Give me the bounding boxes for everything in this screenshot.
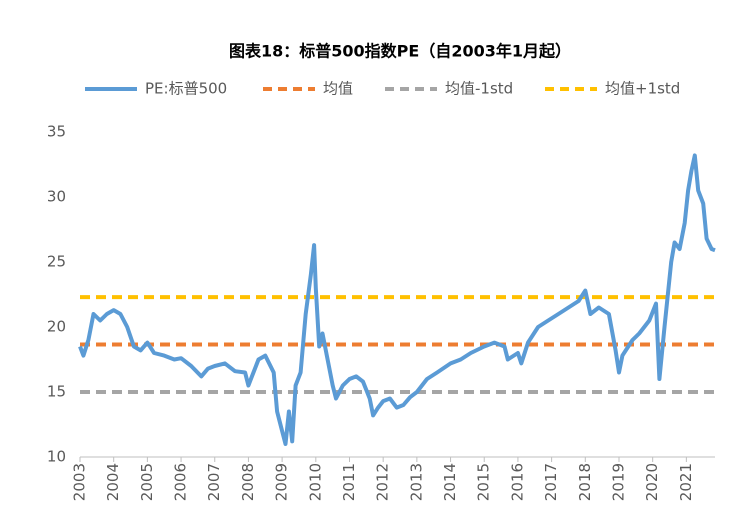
x-tick-label: 2007 (205, 463, 223, 501)
legend-label: 均值-1std (445, 80, 513, 98)
legend-label: PE:标普500 (145, 80, 227, 98)
x-tick-label: 2003 (71, 463, 89, 501)
pe-line (78, 153, 716, 446)
x-tick-label: 2009 (273, 463, 291, 501)
x-tick-label: 2013 (407, 463, 425, 501)
legend-label: 均值 (323, 80, 353, 98)
x-tick-label: 2006 (172, 463, 190, 501)
x-tick-label: 2011 (340, 463, 358, 501)
x-tick-label: 2015 (475, 463, 493, 501)
x-tick-label: 2014 (441, 463, 459, 501)
x-tick-label: 2010 (306, 463, 324, 501)
x-tick-label: 2004 (104, 463, 122, 501)
y-tick-label: 25 (47, 253, 66, 271)
x-tick-label: 2008 (239, 463, 257, 501)
y-tick-label: 30 (47, 188, 66, 206)
x-tick-label: 2016 (508, 463, 526, 501)
chart-title: 图表18：标普500指数PE（自2003年1月起） (229, 42, 571, 61)
y-tick-label: 10 (47, 448, 66, 466)
x-tick-label: 2005 (138, 463, 156, 501)
x-tick-label: 2020 (643, 463, 661, 501)
x-tick-label: 2021 (677, 463, 695, 501)
y-tick-label: 20 (47, 318, 66, 336)
x-tick-label: 2012 (374, 463, 392, 501)
x-tick-label: 2019 (609, 463, 627, 501)
x-tick-label: 2018 (576, 463, 594, 501)
x-tick-label: 2017 (542, 463, 560, 501)
y-tick-label: 35 (47, 123, 66, 141)
legend-label: 均值+1std (605, 80, 680, 98)
y-tick-label: 15 (47, 383, 66, 401)
